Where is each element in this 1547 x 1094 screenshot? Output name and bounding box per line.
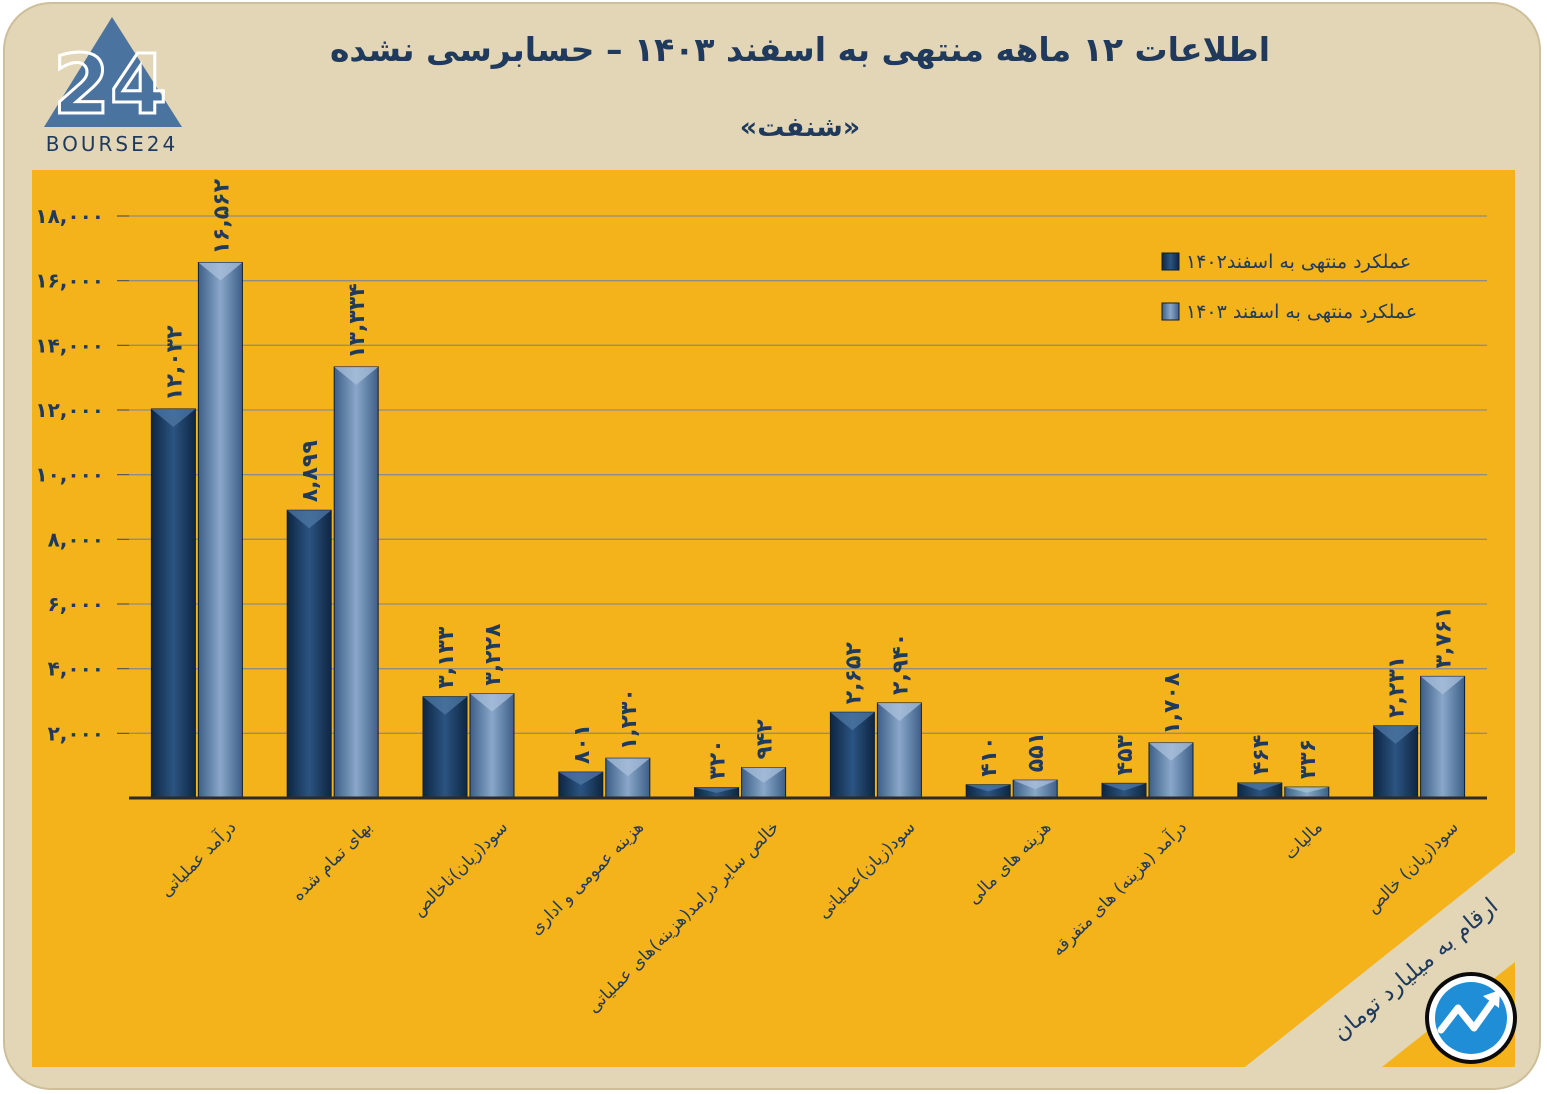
value-label: ۸,۸۹۹ xyxy=(298,440,323,502)
bar-bevel xyxy=(830,712,875,731)
y-tick-label: ۱۲,۰۰۰ xyxy=(35,398,104,422)
y-tick-label: ۱۴,۰۰۰ xyxy=(35,333,104,357)
value-label: ۸۰۱ xyxy=(570,724,595,764)
value-label: ۴۶۴ xyxy=(1249,735,1274,775)
bar-bevel xyxy=(605,758,650,777)
bar-bevel xyxy=(151,408,196,427)
chart-title: اطلاعات ۱۲ ماهه منتهی به اسفند ۱۴۰۳ – حس… xyxy=(329,30,1271,69)
value-label: ۳,۲۲۸ xyxy=(481,623,506,686)
bar-bevel xyxy=(1013,780,1058,790)
bar-bevel xyxy=(334,366,379,385)
legend-label: عملکرد منتهی به اسفند ۱۴۰۳ xyxy=(1186,301,1417,323)
logo-text: BOURSE24 xyxy=(46,132,178,155)
value-label: ۲,۲۳۱ xyxy=(1385,656,1410,718)
bar-1403 xyxy=(1420,675,1466,799)
bar-bevel xyxy=(741,767,786,783)
value-label: ۱,۷۰۸ xyxy=(1160,672,1185,735)
value-label: ۳,۷۶۱ xyxy=(1432,606,1457,668)
bars xyxy=(150,261,1466,799)
value-label: ۵۵۱ xyxy=(1024,732,1049,772)
value-label: ۴۱۰ xyxy=(977,736,1002,776)
legend: عملکرد منتهی به اسفند۱۴۰۲ عملکرد منتهی به… xyxy=(1161,251,1417,323)
bar-bevel xyxy=(966,784,1011,792)
bar-bevel xyxy=(1237,782,1282,791)
y-tick-label: ۱۰,۰۰۰ xyxy=(35,463,104,487)
bar-bevel xyxy=(1420,676,1465,695)
bar-bevel xyxy=(694,787,739,793)
chart-panel xyxy=(32,170,1515,1067)
value-label: ۲,۶۵۲ xyxy=(841,642,866,705)
bar-1402 xyxy=(286,509,332,799)
value-label: ۱۲,۰۳۲ xyxy=(162,325,187,401)
bar-bevel xyxy=(423,696,467,715)
value-label: ۱۶,۵۶۲ xyxy=(209,178,234,254)
bar-bevel xyxy=(1373,725,1418,744)
value-label: ۳۲۰ xyxy=(706,739,731,779)
value-labels: ۱۲,۰۳۲ ۱۶,۵۶۲ ۸,۸۹۹ ۱۳,۳۳۴ ۳,۱۳۳ ۳,۲۲۸ ۸۰۱ ۱,۲۳… xyxy=(162,178,1456,779)
bar-bevel xyxy=(1284,787,1329,793)
bourse24-logo: 24 BOURSE24 xyxy=(44,17,182,155)
value-label: ۳۳۶ xyxy=(1296,739,1321,779)
bar-bevel xyxy=(1102,783,1146,791)
bar-1403 xyxy=(197,261,243,799)
logo-mark: 24 xyxy=(53,38,167,133)
bar-1402 xyxy=(150,408,196,799)
value-label: ۳,۱۳۳ xyxy=(434,626,459,689)
y-tick-label: ۲,۰۰۰ xyxy=(48,721,104,745)
y-tick-label: ۶,۰۰۰ xyxy=(48,592,104,616)
chart-subtitle: «شنفت» xyxy=(739,112,861,143)
bar-bevel xyxy=(558,772,603,786)
legend-swatch-1402 xyxy=(1161,252,1180,271)
value-label: ۲,۹۴۰ xyxy=(888,633,913,695)
y-axis: ۲,۰۰۰ ۴,۰۰۰ ۶,۰۰۰ ۸,۰۰۰ ۱۰,۰۰۰ ۱۲,۰۰۰ ۱۴,۰۰۰ ۱۶… xyxy=(35,204,129,745)
value-label: ۹۴۲ xyxy=(753,719,778,760)
y-tick-label: ۱۸,۰۰۰ xyxy=(35,204,104,228)
y-tick-label: ۱۶,۰۰۰ xyxy=(35,269,104,293)
bar-bevel xyxy=(198,262,243,281)
bar-bevel xyxy=(287,510,332,529)
value-label: ۴۵۳ xyxy=(1113,734,1138,775)
y-tick-label: ۸,۰۰۰ xyxy=(48,527,104,551)
y-tick-label: ۴,۰۰۰ xyxy=(48,657,104,681)
legend-label: عملکرد منتهی به اسفند۱۴۰۲ xyxy=(1186,251,1411,273)
bar-bevel xyxy=(1149,742,1193,761)
legend-swatch-1403 xyxy=(1161,302,1180,321)
site-badge-icon xyxy=(1425,972,1517,1064)
bar-bevel xyxy=(470,693,514,712)
bar-1403 xyxy=(333,366,379,799)
value-label: ۱,۲۳۰ xyxy=(617,688,642,750)
bar-bevel xyxy=(877,702,922,721)
value-label: ۱۳,۳۳۴ xyxy=(345,283,370,359)
